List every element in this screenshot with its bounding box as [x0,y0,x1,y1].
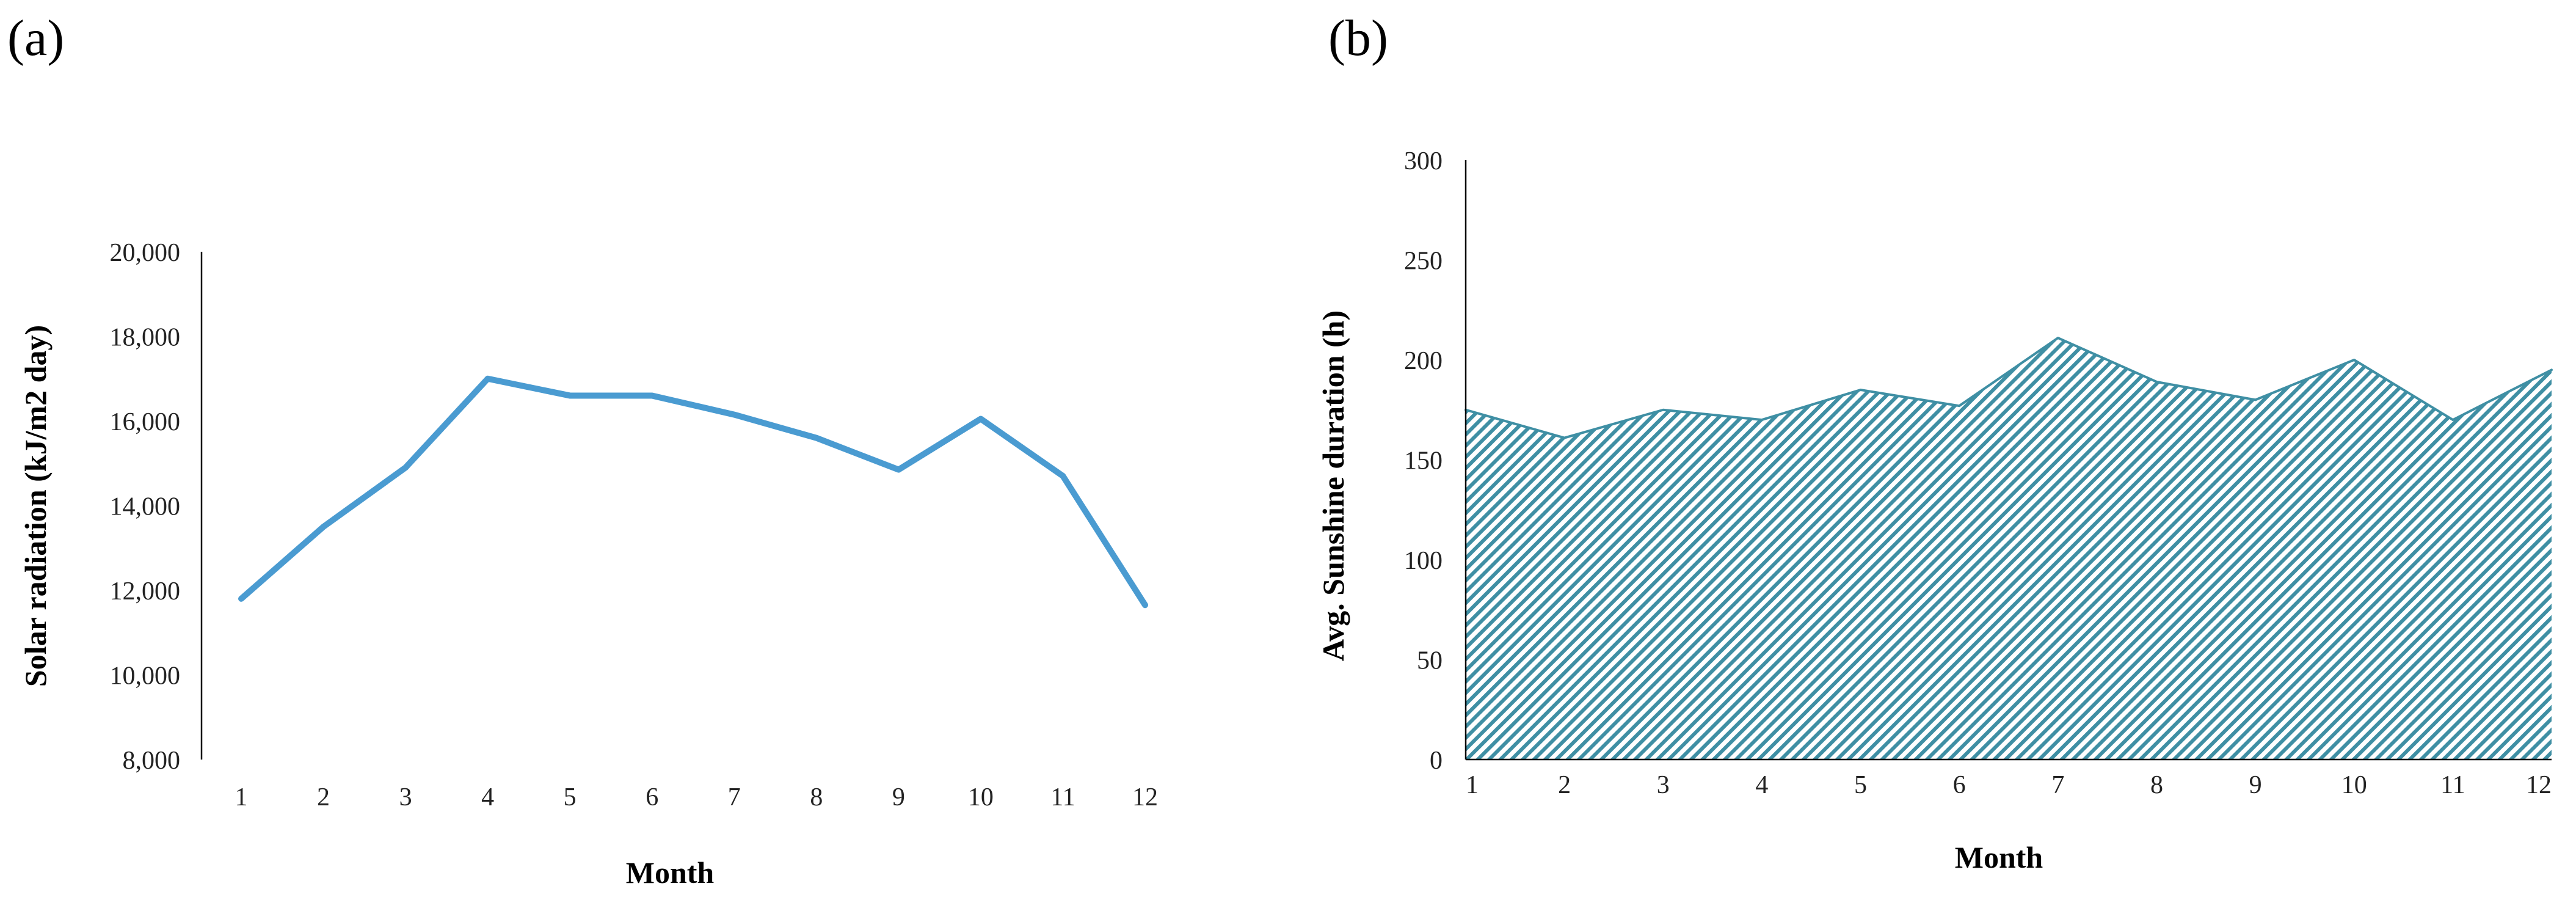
panel-label-a: (a) [7,10,64,67]
chart-b-y-tick-label: 100 [1404,547,1443,575]
chart-a-y-tick-label: 8,000 [123,747,181,775]
chart-a-y-tick-label: 12,000 [110,577,181,606]
chart-a-x-tick-label: 9 [892,783,905,811]
chart-b-y-tick-label: 0 [1430,747,1443,775]
chart-b-x-axis-title: Month [1955,840,2043,874]
chart-a-y-tick-label: 20,000 [110,239,181,267]
chart-b-y-axis-title: Avg. Sunshine duration (h) [1316,310,1350,661]
chart-a-x-tick-label: 2 [317,783,330,811]
chart-a-x-tick-label: 5 [564,783,577,811]
chart-b-y-tick-label: 250 [1404,247,1443,276]
chart-a-y-tick-label: 16,000 [110,408,181,436]
chart-b-x-tick-label: 11 [2440,771,2465,799]
chart-b-series-line [1464,337,2553,439]
chart-b-x-tick-label: 8 [2150,771,2163,799]
chart-b-y-tick-labels: 0 50 100 150 200 250 300 [1404,147,1443,775]
panel-label-b: (b) [1328,10,1388,67]
chart-a-series-line [238,375,1148,609]
chart-b-area-fill [1466,338,2552,760]
chart-b-y-tick-label: 200 [1404,347,1443,375]
chart-a-x-tick-label: 12 [1132,783,1158,811]
chart-a-x-tick-label: 1 [235,783,248,811]
chart-a-x-tick-label: 8 [810,783,823,811]
chart-b-x-tick-label: 12 [2526,771,2552,799]
chart-a: (a) 8,000 10,000 12,000 14,000 16,000 18,000 2… [7,10,1158,890]
chart-b-x-tick-labels: 1 2 3 4 5 6 7 8 9 10 11 12 [1466,771,2552,799]
chart-a-y-axis-title: Solar radiation (kJ/m2 day) [18,325,53,687]
chart-b-y-tick-label: 150 [1404,447,1443,475]
chart-a-x-tick-label: 3 [399,783,412,811]
chart-b-y-tick-label: 300 [1404,147,1443,175]
chart-a-y-tick-label: 10,000 [110,662,181,690]
chart-a-y-tick-label: 14,000 [110,493,181,521]
chart-a-x-tick-labels: 1 2 3 4 5 6 7 8 9 10 11 12 [235,783,1159,811]
chart-a-x-tick-label: 10 [968,783,994,811]
chart-b-y-tick-label: 50 [1417,647,1443,675]
chart-b-x-tick-label: 7 [2051,771,2064,799]
chart-a-x-tick-label: 6 [646,783,658,811]
chart-a-x-axis-title: Month [626,855,715,890]
chart-a-x-tick-label: 7 [728,783,741,811]
chart-a-x-tick-label: 4 [481,783,494,811]
chart-b-x-tick-label: 4 [1755,771,1768,799]
chart-b-x-tick-label: 10 [2341,771,2367,799]
chart-b-x-tick-label: 9 [2249,771,2262,799]
chart-b-x-tick-label: 6 [1953,771,1966,799]
chart-b-x-tick-label: 2 [1558,771,1571,799]
chart-a-y-tick-labels: 8,000 10,000 12,000 14,000 16,000 18,000 20,00… [110,239,181,775]
chart-a-x-tick-label: 11 [1050,783,1075,811]
chart-b-x-tick-label: 3 [1657,771,1670,799]
chart-b-x-tick-label: 1 [1466,771,1479,799]
chart-b-x-tick-label: 5 [1854,771,1867,799]
chart-a-y-tick-label: 18,000 [110,324,181,352]
